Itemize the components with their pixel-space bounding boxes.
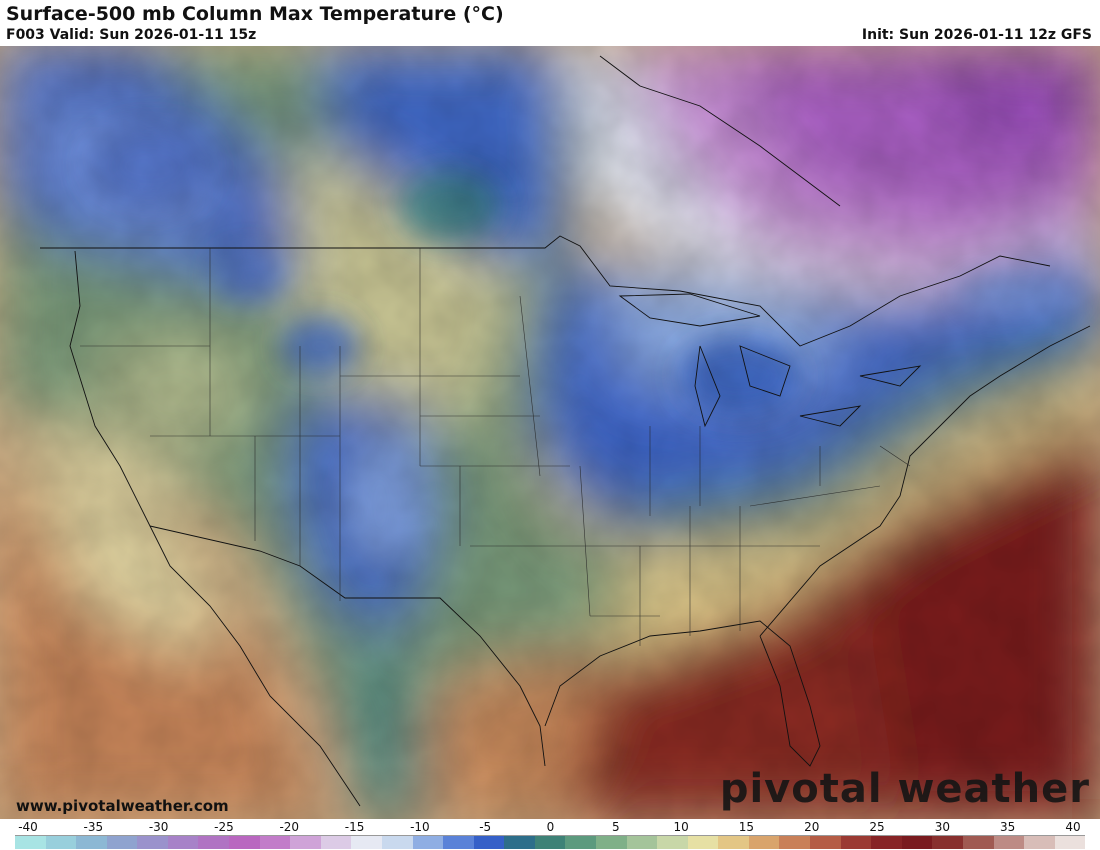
legend-swatch	[779, 836, 811, 849]
legend-swatch	[259, 836, 291, 849]
color-legend: -40 -35 -30 -25 -20 -15 -10 -5 0 5 10 15 20 25 30 35 40	[0, 819, 1100, 850]
legend-tick-label: -40	[18, 820, 38, 834]
legend-swatch	[76, 836, 107, 849]
boundaries	[40, 55, 1091, 807]
legend-swatch	[534, 836, 566, 849]
legend-swatch	[137, 836, 168, 849]
legend-swatch	[810, 836, 841, 849]
header: Surface-500 mb Column Max Temperature (°…	[0, 0, 1100, 46]
legend-swatch	[748, 836, 780, 849]
legend-tick-label: -20	[279, 820, 300, 834]
legend-swatch	[351, 836, 382, 849]
legend-swatch	[443, 836, 474, 849]
legend-tick-label: 5	[611, 820, 620, 834]
us-canada-border	[40, 235, 1051, 347]
legend-tick-label: 30	[934, 820, 951, 834]
legend-swatch	[871, 836, 902, 849]
east-coast	[759, 325, 1091, 637]
legend-swatch	[15, 836, 46, 849]
legend-swatch	[993, 836, 1025, 849]
init-time: Init: Sun 2026-01-11 12z GFS	[861, 27, 1092, 43]
gulf-coast	[544, 620, 821, 767]
legend-swatch	[718, 836, 749, 849]
legend-swatch	[626, 836, 658, 849]
legend-tick-label: 10	[673, 820, 689, 834]
legend-tick-label: -15	[344, 820, 365, 834]
legend-tick-label: 25	[869, 820, 885, 834]
legend-tick-label: -35	[83, 820, 104, 834]
legend-tick-label: -30	[148, 820, 169, 834]
legend-swatch	[45, 836, 77, 849]
legend-swatch	[840, 836, 872, 849]
west-coast	[69, 250, 361, 807]
legend-tick-label: 0	[546, 820, 555, 834]
legend-tick-label: 20	[804, 820, 820, 834]
legend-swatch	[320, 836, 352, 849]
legend-tick-label: -25	[214, 820, 234, 834]
legend-tick-label: 15	[738, 820, 755, 834]
state-lines	[80, 248, 911, 646]
us-mexico-border	[149, 525, 546, 767]
legend-swatch	[198, 836, 230, 849]
legend-tick-label: 35	[1000, 820, 1016, 834]
legend-swatch	[1054, 836, 1086, 849]
legend-swatch	[595, 836, 627, 849]
brand-watermark: pivotal weather	[719, 766, 1090, 812]
texture-overlay	[0, 46, 1100, 819]
legend-swatch	[412, 836, 444, 849]
legend-swatch	[932, 836, 963, 849]
legend-swatch	[290, 836, 321, 849]
legend-swatch	[1024, 836, 1055, 849]
legend-swatch	[381, 836, 413, 849]
temperature-map-canvas	[0, 46, 1100, 819]
legend-swatch	[229, 836, 260, 849]
legend-swatch	[901, 836, 933, 849]
legend-tick-label: -5	[479, 820, 492, 834]
weather-map: www.pivotalweather.com pivotal weather	[0, 46, 1100, 819]
legend-colorbar	[15, 835, 1086, 849]
legend-swatch	[687, 836, 719, 849]
legend-swatch	[962, 836, 994, 849]
map-title: Surface-500 mb Column Max Temperature (°…	[6, 3, 504, 25]
legend-swatch	[106, 836, 138, 849]
legend-swatch	[473, 836, 505, 849]
legend-tick-label: 40	[1065, 820, 1081, 834]
legend-tick-label: -10	[410, 820, 430, 834]
legend-swatch	[565, 836, 596, 849]
website-label: www.pivotalweather.com	[16, 797, 229, 815]
legend-ticks: -40 -35 -30 -25 -20 -15 -10 -5 0 5 10 15 20 25 30 35 40	[0, 819, 1100, 835]
valid-time: F003 Valid: Sun 2026-01-11 15z	[6, 27, 257, 43]
legend-swatch	[657, 836, 688, 849]
hudson-bay-coast	[599, 55, 841, 207]
legend-swatch	[167, 836, 199, 849]
legend-swatch	[504, 836, 535, 849]
great-lakes	[618, 293, 922, 428]
